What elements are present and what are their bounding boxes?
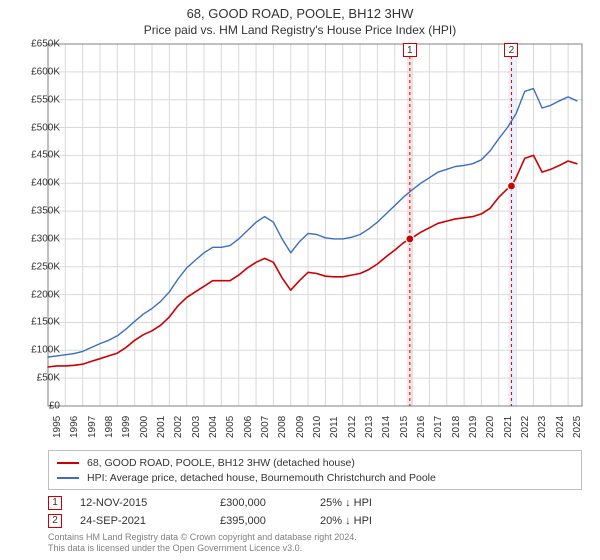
x-tick-label: 2007 xyxy=(260,416,271,438)
y-tick-label: £650K xyxy=(31,39,60,50)
annotation-date-1: 12-NOV-2015 xyxy=(80,497,220,509)
annotation-diff-1: 25% ↓ HPI xyxy=(320,497,460,509)
y-tick-label: £550K xyxy=(31,94,60,105)
x-tick-label: 2024 xyxy=(555,416,566,438)
legend-item-hpi: HPI: Average price, detached house, Bour… xyxy=(57,470,573,485)
x-tick-label: 2021 xyxy=(503,416,514,438)
x-tick-label: 2023 xyxy=(537,416,548,438)
y-tick-label: £450K xyxy=(31,150,60,161)
x-tick-label: 2012 xyxy=(347,416,358,438)
annotation-row-1: 1 12-NOV-2015 £300,000 25% ↓ HPI xyxy=(48,494,582,512)
annotation-price-2: £395,000 xyxy=(220,515,320,527)
sale-annotations: 1 12-NOV-2015 £300,000 25% ↓ HPI 2 24-SE… xyxy=(48,494,582,530)
x-tick-label: 2003 xyxy=(191,416,202,438)
y-tick-label: £600K xyxy=(31,66,60,77)
annotation-date-2: 24-SEP-2021 xyxy=(80,515,220,527)
legend-label-hpi: HPI: Average price, detached house, Bour… xyxy=(87,472,436,484)
x-tick-label: 2005 xyxy=(225,416,236,438)
x-tick-label: 2010 xyxy=(312,416,323,438)
legend: 68, GOOD ROAD, POOLE, BH12 3HW (detached… xyxy=(48,450,582,490)
x-tick-label: 2004 xyxy=(208,416,219,438)
footer: Contains HM Land Registry data © Crown c… xyxy=(48,532,582,555)
x-tick-label: 2020 xyxy=(485,416,496,438)
y-tick-label: £250K xyxy=(31,261,60,272)
x-tick-label: 2022 xyxy=(520,416,531,438)
footer-line-1: Contains HM Land Registry data © Crown c… xyxy=(48,532,582,543)
sale-marker-label: 1 xyxy=(403,43,417,57)
legend-item-property: 68, GOOD ROAD, POOLE, BH12 3HW (detached… xyxy=(57,455,573,470)
x-tick-label: 2011 xyxy=(329,416,340,438)
y-tick-label: £300K xyxy=(31,233,60,244)
y-tick-label: £200K xyxy=(31,289,60,300)
chart-container: 68, GOOD ROAD, POOLE, BH12 3HW Price pai… xyxy=(0,0,600,560)
y-tick-label: £100K xyxy=(31,345,60,356)
x-tick-label: 2019 xyxy=(468,416,479,438)
y-tick-label: £500K xyxy=(31,122,60,133)
legend-swatch-hpi xyxy=(57,477,79,479)
x-tick-label: 2016 xyxy=(416,416,427,438)
y-tick-label: £150K xyxy=(31,317,60,328)
footer-line-2: This data is licensed under the Open Gov… xyxy=(48,543,582,554)
x-tick-label: 1998 xyxy=(104,416,115,438)
chart-subtitle: Price paid vs. HM Land Registry's House … xyxy=(0,21,600,37)
annotation-marker-1: 1 xyxy=(48,496,62,510)
annotation-marker-2: 2 xyxy=(48,514,62,528)
x-tick-label: 2018 xyxy=(451,416,462,438)
x-tick-label: 2014 xyxy=(381,416,392,438)
x-tick-label: 2000 xyxy=(139,416,150,438)
y-tick-label: £50K xyxy=(37,373,60,384)
x-tick-label: 1995 xyxy=(52,416,63,438)
plot-area xyxy=(48,44,582,406)
x-tick-label: 2017 xyxy=(433,416,444,438)
y-tick-label: £350K xyxy=(31,206,60,217)
legend-swatch-property xyxy=(57,462,79,464)
annotation-diff-2: 20% ↓ HPI xyxy=(320,515,460,527)
legend-label-property: 68, GOOD ROAD, POOLE, BH12 3HW (detached… xyxy=(87,457,355,469)
y-tick-label: £0 xyxy=(49,401,60,412)
annotation-price-1: £300,000 xyxy=(220,497,320,509)
x-tick-label: 1997 xyxy=(87,416,98,438)
x-tick-label: 1999 xyxy=(121,416,132,438)
x-tick-label: 2013 xyxy=(364,416,375,438)
x-tick-label: 1996 xyxy=(69,416,80,438)
x-tick-label: 2002 xyxy=(173,416,184,438)
x-tick-label: 2008 xyxy=(277,416,288,438)
plot-svg xyxy=(48,44,582,406)
x-tick-label: 2015 xyxy=(399,416,410,438)
x-tick-label: 2001 xyxy=(156,416,167,438)
x-tick-label: 2025 xyxy=(572,416,583,438)
annotation-row-2: 2 24-SEP-2021 £395,000 20% ↓ HPI xyxy=(48,512,582,530)
chart-title: 68, GOOD ROAD, POOLE, BH12 3HW xyxy=(0,0,600,21)
x-tick-label: 2009 xyxy=(295,416,306,438)
x-tick-label: 2006 xyxy=(243,416,254,438)
sale-marker-label: 2 xyxy=(504,43,518,57)
y-tick-label: £400K xyxy=(31,178,60,189)
